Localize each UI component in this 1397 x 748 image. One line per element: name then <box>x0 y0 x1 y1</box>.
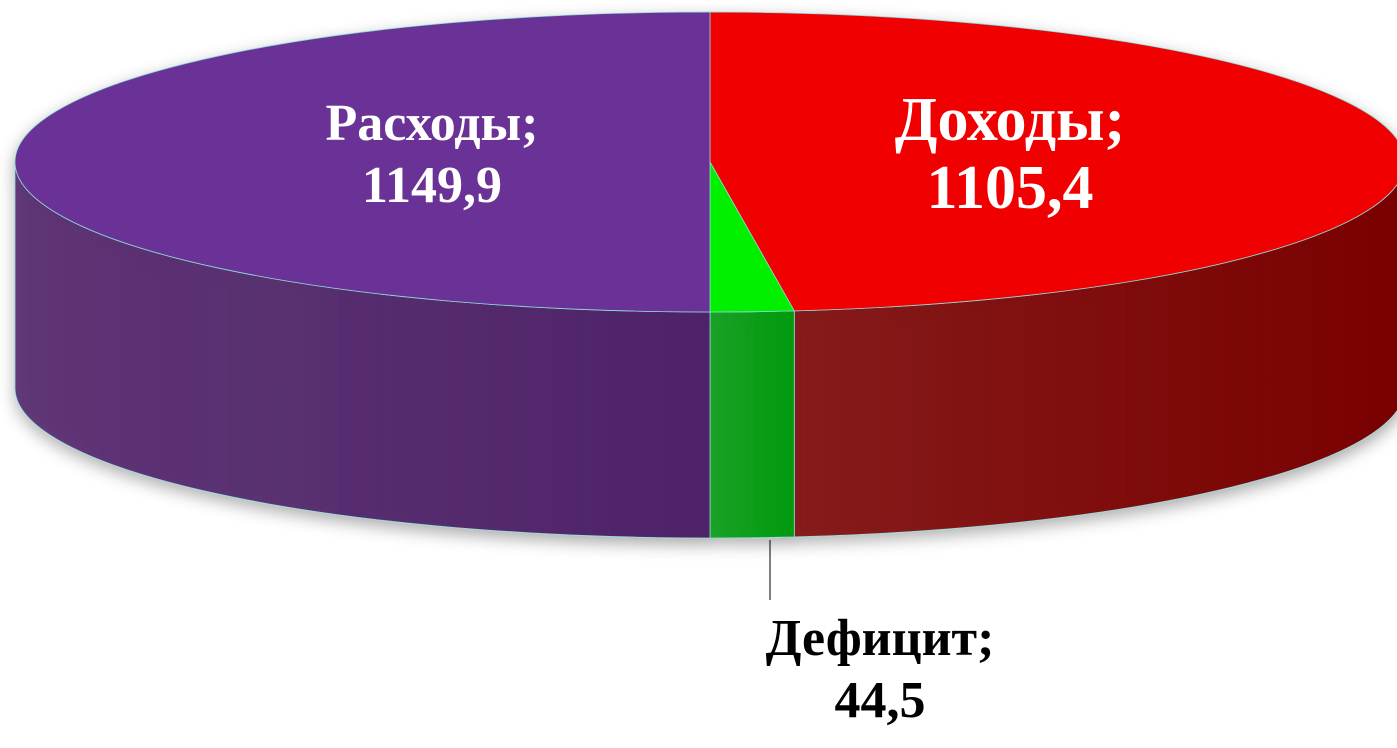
slice <box>14 11 711 313</box>
separator: ; <box>1105 86 1126 154</box>
slice-side <box>709 310 795 539</box>
separator: ; <box>521 95 538 152</box>
category-name: Расходы <box>326 95 522 152</box>
pie <box>14 11 1397 539</box>
data-label: Расходы; 1149,9 <box>326 95 539 214</box>
value-label: 1149,9 <box>362 157 502 214</box>
category-name: Доходы <box>895 86 1105 154</box>
slice <box>709 11 1397 312</box>
data-label: Дефицит; 44,5 <box>766 610 995 729</box>
separator: ; <box>977 610 994 667</box>
value-label: 44,5 <box>835 672 926 729</box>
value-label: 1105,4 <box>926 154 1093 222</box>
data-label: Доходы; 1105,4 <box>895 86 1125 222</box>
category-name: Дефицит <box>766 610 978 667</box>
